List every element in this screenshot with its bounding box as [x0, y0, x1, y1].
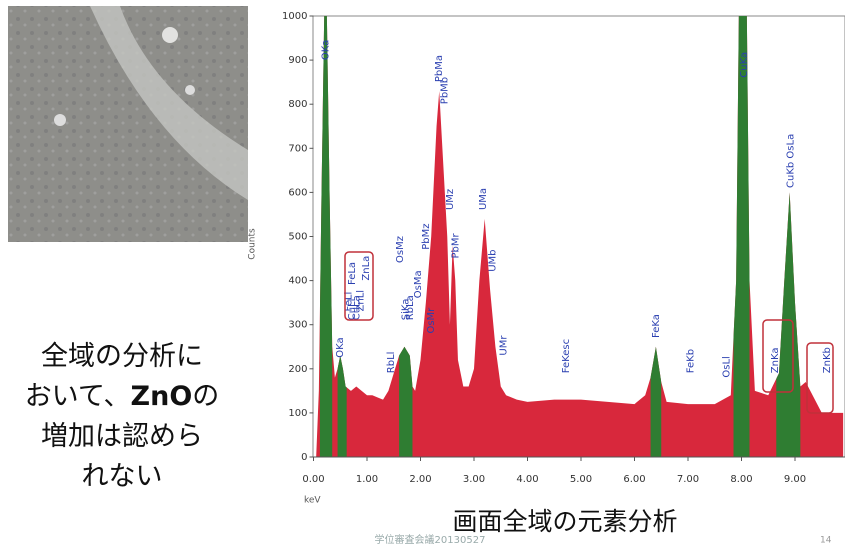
peak-label: PbMb [440, 77, 451, 104]
page: 0 100 200 300 400 500 600 700 800 900 1000 0.00 1.00… [0, 0, 845, 549]
peak-label: FeKb [686, 349, 697, 373]
left-text-segment: 増加は認めら [41, 421, 203, 452]
slide: 0 100 200 300 400 500 600 700 800 900 1000 0.00 1.00… [0, 0, 845, 549]
left-text-segment: の [192, 381, 219, 412]
x-tick-label: 8.00 [730, 474, 752, 485]
x-label: keV [304, 496, 321, 506]
peak-label: PbMz [421, 223, 432, 249]
peak-label: CuKb OsLa [786, 134, 797, 188]
peak-label: PbMr [450, 233, 461, 259]
y-tick-label: 900 [288, 55, 307, 66]
x-tick-label: 0.00 [302, 474, 324, 485]
peak-label: RbLl [386, 352, 397, 374]
y-tick-label: 800 [288, 99, 307, 110]
peak-label: UMz [445, 189, 456, 210]
y-tick-label: 0 [301, 452, 307, 463]
left-text-segment: ZnO [131, 381, 193, 412]
x-tick-label: 9.00 [784, 474, 806, 485]
x-tick-label: 6.00 [623, 474, 645, 485]
y-tick-label: 100 [288, 408, 307, 419]
x-tick-label: 3.00 [463, 474, 485, 485]
y-label: Counts [248, 228, 258, 260]
left-line: れない [82, 461, 163, 492]
y-tick-label: 1000 [282, 11, 307, 22]
peak-label: OsMa [413, 270, 424, 298]
page-number: 14 [820, 536, 832, 546]
left-line: おいて、ZnOの [25, 381, 220, 412]
left-text-segment: れない [82, 461, 163, 492]
x-tick-label: 5.00 [570, 474, 592, 485]
left-text-segment: おいて、 [25, 381, 131, 412]
peak-label: OKa [320, 40, 331, 60]
y-tick-label: 300 [288, 320, 307, 331]
peak-label: ZnKb [822, 347, 833, 373]
left-line: 増加は認めら [41, 421, 203, 452]
y-tick-label: 400 [288, 276, 307, 287]
y-tick-label: 700 [288, 143, 307, 154]
peak-label: OsMr [426, 307, 437, 334]
x-tick-label: 1.00 [356, 474, 378, 485]
peak-label: ZnLa [361, 256, 372, 281]
y-tick-label: 600 [288, 187, 307, 198]
peak-label: OsMz [395, 236, 406, 263]
peak-label: UMr [498, 335, 509, 356]
left-line: 全域の分析に [41, 341, 203, 372]
peak-label: OKa [335, 337, 346, 357]
peak-label: OsLl [722, 356, 733, 377]
peak-label: FeKesc [561, 339, 572, 373]
left-text-segment: 全域の分析に [41, 341, 203, 372]
x-tick-label: 2.00 [409, 474, 431, 485]
caption: 画面全域の元素分析 [452, 507, 677, 536]
peak-label: CuKa [739, 52, 750, 78]
y-tick-label: 500 [288, 232, 307, 243]
x-tick-label: 7.00 [677, 474, 699, 485]
peak-label: UMa [478, 188, 489, 210]
y-tick-label: 200 [288, 364, 307, 375]
peak-label: FeKa [651, 314, 662, 338]
footer: 学位審査会議20130527 [375, 533, 486, 546]
peak-label: UMb [488, 249, 499, 271]
peak-label: ZnKa [770, 348, 781, 374]
micrograph [8, 6, 248, 242]
x-tick-label: 4.00 [516, 474, 538, 485]
peak-label: ZnLl [356, 290, 367, 312]
peak-label: FeLa [347, 262, 358, 285]
